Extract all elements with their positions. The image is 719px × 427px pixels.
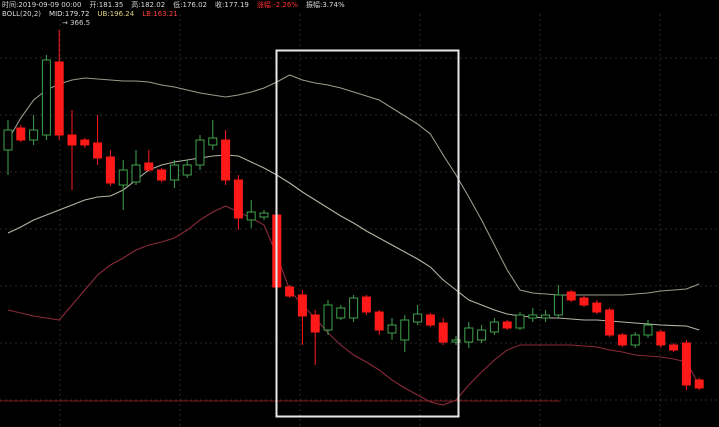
candle-body: [515, 314, 525, 329]
candle-body: [464, 327, 474, 343]
candle-body: [400, 319, 410, 341]
candle-body: [285, 286, 295, 297]
info-text: 收:177.19: [215, 0, 249, 9]
candle-body: [233, 179, 243, 219]
candle-body: [118, 169, 128, 186]
highlight-box: [275, 49, 460, 418]
candle-body: [195, 139, 205, 166]
candle-body: [643, 324, 653, 336]
candle-body: [93, 142, 103, 159]
candle-body: [489, 321, 499, 333]
candle-body: [387, 324, 397, 334]
candle-body: [374, 311, 384, 331]
candle-body: [502, 321, 512, 329]
candle-body: [477, 329, 487, 341]
candle-body: [451, 339, 461, 343]
candle-body: [67, 134, 77, 146]
indicator-bar: BOLL(20,2) MID:179.72 UB:196.24 LB:163.21: [2, 10, 178, 18]
candle-body: [438, 322, 448, 343]
candle-body: [669, 344, 679, 351]
candle-body: [349, 297, 359, 319]
candle-body: [336, 307, 346, 319]
candle-body: [413, 313, 423, 323]
candle-body: [425, 314, 435, 326]
grid: [0, 14, 719, 427]
candle-body: [157, 169, 167, 181]
indicator-text: LB:163.21: [142, 10, 178, 18]
indicator-text: UB:196.24: [97, 10, 134, 18]
indicator-text: BOLL(20,2): [2, 10, 41, 18]
candle-body: [630, 334, 640, 346]
candle-body: [3, 129, 13, 151]
candle-body: [592, 302, 602, 313]
candle-body: [694, 379, 704, 389]
candle-body: [131, 164, 141, 183]
candle-body: [80, 139, 90, 146]
candle-body: [617, 334, 627, 346]
candle-body: [246, 211, 256, 221]
candle-body: [221, 139, 231, 181]
candle-body: [144, 162, 154, 171]
candle-body: [323, 304, 333, 331]
candle-body: [361, 296, 371, 313]
candle-body: [169, 164, 179, 181]
candle-body: [29, 129, 39, 141]
candle-body: [259, 212, 269, 218]
info-text: 振幅:3.74%: [306, 0, 345, 9]
info-text: 低:176.02: [173, 0, 207, 9]
candle-body: [605, 309, 615, 336]
candle-body: [208, 137, 218, 146]
info-text: 开:181.35: [89, 1, 123, 9]
candle-body: [16, 127, 26, 141]
indicator-text: MID:179.72: [49, 10, 89, 18]
candle-body: [566, 291, 576, 301]
candle-body: [579, 297, 589, 306]
info-text: 时间:2019-09-09 00:00: [2, 0, 81, 9]
candle-body: [541, 314, 551, 319]
candle-body: [656, 331, 666, 346]
candle-body: [528, 314, 538, 319]
info-text: 涨幅:-2.26%: [257, 0, 298, 9]
info-text: 高:182.02: [131, 0, 165, 9]
info-bar: 时间:2019-09-09 00:00 开:181.35 高:182.02 低:176…: [2, 0, 345, 9]
candle-body: [310, 314, 320, 333]
candle-body: [681, 342, 691, 386]
candle-body: [182, 164, 192, 176]
candle-body: [41, 59, 51, 136]
candle-body: [553, 294, 563, 316]
band-line: [7, 205, 700, 406]
annotation: → 366.5: [62, 19, 90, 27]
candle-body: [54, 61, 64, 136]
candle-body: [105, 156, 115, 184]
candle-body: [297, 294, 307, 317]
band-line: [7, 74, 700, 296]
